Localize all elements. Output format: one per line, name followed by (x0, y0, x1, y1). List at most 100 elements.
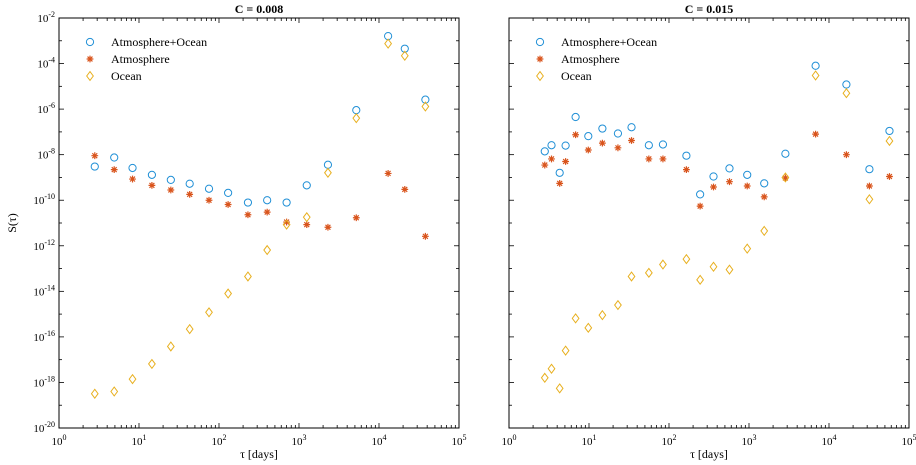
data-point (205, 307, 213, 318)
data-point (282, 219, 291, 230)
data-point (91, 152, 99, 160)
data-point (547, 363, 556, 374)
data-point (263, 196, 272, 205)
legend-marker (86, 70, 94, 82)
data-point (866, 182, 873, 190)
data-point (90, 388, 99, 399)
data-point (865, 194, 874, 205)
data-point (421, 95, 430, 104)
data-point (547, 141, 556, 150)
data-point (166, 175, 175, 185)
data-point (128, 373, 137, 385)
data-point (627, 271, 636, 282)
legend-label: Ocean (111, 69, 142, 83)
data-point (401, 185, 409, 193)
data-point (166, 341, 175, 352)
legend-label: Atmosphere (111, 52, 170, 66)
data-point (659, 155, 667, 163)
data-point (645, 155, 653, 163)
y-tick-label: 10-20 (33, 420, 55, 435)
data-point (303, 221, 311, 229)
data-point (614, 299, 622, 311)
data-point (628, 137, 635, 144)
data-point (627, 123, 636, 132)
data-point (760, 225, 769, 237)
chart-title: C = 0.008 (235, 2, 284, 16)
x-tick-label: 103 (742, 433, 757, 448)
data-point (725, 164, 734, 173)
data-point (148, 181, 156, 189)
data-point (811, 70, 820, 81)
x-tick-label: 105 (902, 433, 916, 448)
data-point (598, 309, 607, 321)
data-point (696, 274, 705, 286)
x-axis-label: τ [days] (240, 447, 278, 461)
y-tick-label: 10-4 (37, 56, 55, 71)
data-point (682, 166, 690, 174)
data-point (263, 208, 271, 216)
y-tick-label: 10-2 (37, 10, 55, 25)
panel-right: 100 101 102 103 104 105 C = 0.015 τ [days] Atmos… (502, 2, 916, 461)
panel-left: 100 101 102 103 104 105 10-20 10-18 10-16 10-14 10… (5, 2, 467, 461)
y-tick-label: 10-14 (33, 283, 55, 298)
data-point (540, 147, 549, 156)
x-tick-label: 102 (212, 433, 227, 448)
x-tick-label: 100 (52, 433, 67, 448)
data-point (224, 201, 232, 208)
data-point (110, 386, 119, 397)
data-point (743, 182, 751, 190)
legend-marker (536, 55, 544, 63)
data-point (781, 174, 789, 182)
data-point (384, 170, 392, 177)
series-ocean (90, 38, 430, 399)
legend-label: Atmosphere+Ocean (561, 35, 657, 49)
data-point (584, 132, 593, 141)
y-tick-label: 10-6 (37, 101, 55, 116)
data-point (598, 124, 607, 133)
data-point (644, 267, 653, 279)
data-point (129, 175, 136, 183)
data-point (572, 131, 580, 139)
data-point (224, 188, 233, 197)
series-atmosphere (91, 152, 429, 240)
data-point (613, 129, 623, 138)
data-point (555, 168, 564, 177)
data-point (90, 162, 99, 171)
data-point (556, 179, 564, 187)
data-point (760, 193, 768, 201)
data-point (400, 44, 409, 53)
x-tick-label: 103 (292, 433, 307, 448)
x-tick-label: 104 (372, 433, 387, 448)
data-point (781, 149, 790, 158)
data-point (886, 173, 893, 180)
series-atmosphere (541, 130, 893, 210)
data-point (324, 223, 332, 231)
data-point (811, 61, 820, 70)
y-tick-label: 10-12 (33, 238, 55, 253)
y-axis-label: S(τ) (5, 213, 19, 233)
data-point (224, 288, 233, 299)
data-point (726, 178, 733, 186)
data-point (243, 198, 253, 207)
data-point (324, 167, 332, 179)
legend-label: Atmosphere (561, 52, 620, 66)
legend: Atmosphere+Ocean Atmosphere Ocean (535, 35, 657, 83)
data-point (696, 190, 705, 199)
data-point (659, 259, 667, 270)
data-point (709, 261, 718, 272)
data-point (561, 141, 570, 150)
legend-marker (535, 37, 545, 47)
x-tick-label: 102 (662, 433, 677, 448)
data-point (644, 141, 653, 150)
data-point (562, 158, 570, 165)
data-point (548, 155, 555, 163)
data-point (540, 372, 549, 384)
data-point (384, 38, 393, 49)
data-point (244, 271, 252, 282)
x-tick-label: 100 (502, 433, 517, 448)
data-point (885, 135, 894, 147)
data-point (710, 183, 717, 191)
data-point (352, 214, 360, 222)
chart-title: C = 0.015 (685, 2, 734, 16)
